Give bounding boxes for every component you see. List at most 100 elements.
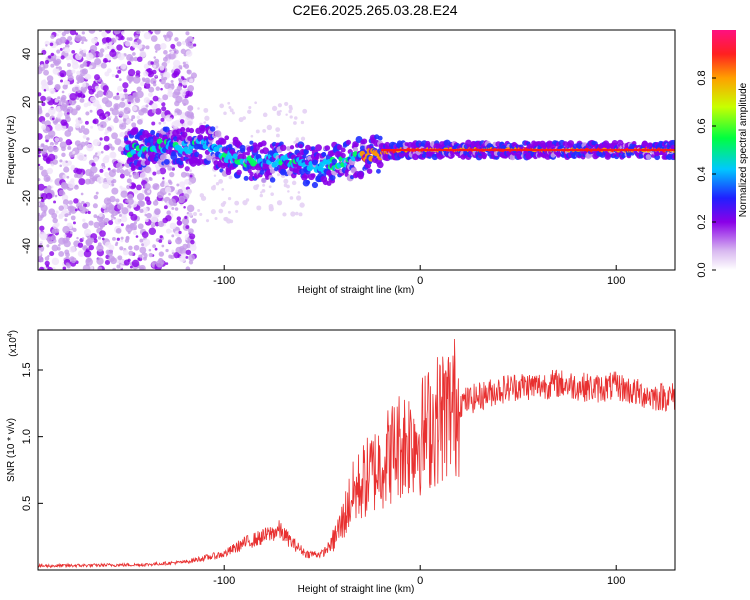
- spectrogram-cell: [210, 209, 216, 215]
- spectrogram-cell: [160, 43, 167, 50]
- spectrogram-cell: [165, 262, 169, 265]
- spectrogram-cell: [336, 144, 343, 151]
- spectrogram-cell: [77, 76, 85, 84]
- spectrogram-cell: [159, 235, 163, 239]
- spectrogram-cell: [118, 111, 124, 117]
- spectrogram-cell: [144, 166, 152, 174]
- spectrogram-cell: [81, 68, 89, 75]
- spectrogram-cell: [128, 211, 134, 217]
- spectrogram-cell: [39, 61, 45, 66]
- spectrogram-cell: [178, 80, 182, 84]
- spectrogram-cell: [196, 158, 204, 165]
- spectrogram-cell: [154, 30, 161, 35]
- spectrogram-cell: [103, 217, 110, 224]
- spectrogram-cell: [281, 169, 286, 174]
- spectrogram-cell: [305, 180, 311, 185]
- spectrogram-cell: [270, 192, 274, 197]
- spectrogram-cell: [160, 87, 163, 91]
- spectrogram-cell: [82, 134, 87, 139]
- spectrogram-cell: [97, 266, 103, 270]
- spectrogram-cell: [324, 145, 331, 151]
- spectrogram-cell: [117, 159, 121, 163]
- spectrogram-cell: [158, 121, 162, 125]
- spectrogram-cell: [143, 31, 152, 40]
- spectrogram-cell: [69, 93, 77, 101]
- spectrogram-cell: [205, 219, 210, 223]
- spectrogram-cell: [188, 260, 194, 265]
- spectrogram-cell: [120, 124, 124, 128]
- spectrogram-cell: [82, 49, 87, 54]
- spectrogram-cell: [43, 79, 46, 82]
- spectrogram-cell: [64, 218, 68, 222]
- spectrogram-cell: [152, 200, 159, 206]
- spectrogram-cell: [284, 101, 289, 107]
- spectrogram-cell: [151, 121, 156, 126]
- spectrogram-cell: [150, 130, 156, 136]
- spectrogram-cell: [125, 224, 133, 233]
- spectrogram-cell: [145, 79, 150, 84]
- spectrogram-cell: [67, 180, 76, 189]
- spectrogram-cell: [176, 220, 183, 226]
- spectrogram-cell: [158, 98, 164, 104]
- spectrogram-cell: [127, 61, 132, 66]
- spectrogram-cell: [46, 97, 51, 101]
- spectrogram-cell: [93, 157, 99, 163]
- spectrogram-cell: [120, 190, 128, 198]
- spectrogram-cell: [63, 239, 71, 248]
- spectrogram-cell: [59, 103, 68, 111]
- spectrogram-cell: [133, 188, 139, 194]
- spectrogram-cell: [482, 154, 487, 160]
- spectrogram-cell: [162, 217, 169, 224]
- spectrogram-cell: [47, 145, 54, 153]
- spectrogram-cell: [262, 128, 267, 133]
- spectrogram-cell: [104, 46, 108, 51]
- spectrogram-cell: [173, 252, 180, 259]
- spectrogram-cell: [71, 62, 79, 70]
- spectrogram-cell: [262, 147, 270, 155]
- spectrogram-cell: [40, 233, 48, 241]
- spectrogram-cell: [43, 69, 49, 76]
- spectrogram-cell: [44, 260, 50, 266]
- spectrogram-cell: [118, 119, 123, 124]
- spectrogram-cell: [179, 181, 186, 188]
- spectrogram-cell: [86, 137, 90, 141]
- spectrogram-cell: [150, 223, 156, 228]
- spectrogram-cell: [188, 254, 196, 262]
- spectrogram-cell: [376, 161, 384, 169]
- spectrogram-cell: [129, 157, 134, 163]
- spectrogram-cell: [186, 69, 192, 75]
- spectrogram-cell: [65, 262, 70, 267]
- spectrogram-cell: [116, 168, 121, 173]
- spectrogram-cell: [104, 172, 110, 178]
- spectrogram-cell: [67, 36, 73, 42]
- spectrogram-cell: [96, 215, 104, 222]
- spectrogram-cell: [163, 50, 168, 55]
- spectrogram-cell: [210, 185, 216, 191]
- spectrogram-cell: [93, 194, 99, 200]
- spectrogram-cell: [153, 56, 157, 59]
- spectrogram-cell: [114, 36, 119, 41]
- spectrogram-cell: [143, 256, 147, 261]
- spectrogram-cell: [50, 34, 55, 39]
- spectrogram-cell: [163, 126, 170, 133]
- spectrogram-cell: [111, 48, 115, 53]
- spectrogram-cell: [46, 75, 54, 82]
- spectrogram-cell: [178, 160, 184, 166]
- spectrogram-cell: [206, 154, 213, 161]
- spectrogram-cell: [353, 142, 358, 148]
- spectrogram-cell: [80, 192, 84, 196]
- spectrogram-cell: [227, 210, 231, 214]
- spectrogram-cell: [162, 121, 166, 125]
- spectrogram-cell: [249, 171, 254, 177]
- spectrogram-cell: [169, 171, 175, 178]
- spectrogram-cell: [152, 82, 157, 87]
- spectrogram-cell: [38, 163, 41, 167]
- spectrogram-cell: [181, 98, 189, 106]
- spectrogram-cell: [108, 41, 113, 46]
- spectrogram-cell: [48, 107, 56, 116]
- spectrogram-cell: [176, 183, 180, 187]
- spectrogram-ytick-label: 0: [21, 147, 33, 153]
- spectrogram-cell: [91, 88, 96, 93]
- spectrogram-cell: [352, 146, 359, 153]
- spectrogram-cell: [54, 98, 59, 103]
